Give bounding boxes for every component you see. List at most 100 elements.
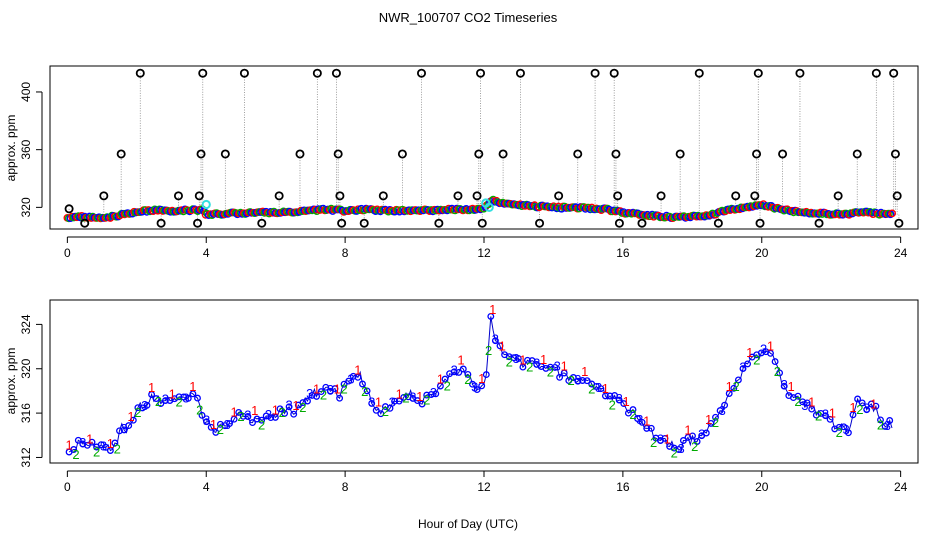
bottom-data-circle [478,382,486,390]
bottom-data-circle [70,446,78,453]
bottom-data-circle [739,365,747,373]
top-cal-point [614,218,624,228]
bottom-marker-label: 1 [602,381,609,396]
top-flag-point [201,199,211,210]
top-cal-point [852,149,862,159]
bottom-marker-label: 1 [354,363,361,378]
bottom-marker-label: 3 [822,407,829,422]
bottom-marker-label: 2 [217,422,224,437]
bottom-marker-label: 3 [409,389,416,404]
bottom-data-circle [482,371,490,379]
bottom-x-tick-label: 20 [755,480,769,494]
bottom-marker-label: 2 [732,379,739,394]
bottom-marker-label: 3 [492,332,499,347]
bottom-marker-label: 3 [863,401,870,416]
top-cal-point [656,191,666,201]
top-cal-point [637,218,647,228]
bottom-data-circle [271,413,279,421]
bottom-data-circle [129,416,137,424]
bottom-data-circle [345,377,353,385]
bottom-data-circle [854,395,862,403]
top-cal-point [193,218,203,228]
bottom-data-circle [427,391,435,398]
bottom-data-circle [74,436,82,444]
bottom-data-circle [689,432,696,440]
bottom-marker-label: 2 [877,417,884,432]
bottom-x-tick-label: 8 [342,480,349,494]
bottom-data-circle [281,409,289,417]
bottom-data-circle [349,372,357,380]
top-cal-point [752,149,762,159]
bottom-marker-label: 3 [327,382,334,397]
bottom-data-circle [377,410,385,418]
bottom-marker-label: 2 [72,447,79,462]
bottom-marker-label: 1 [272,403,279,418]
bottom-data-circle [88,438,96,446]
bottom-marker-label: 2 [836,425,843,440]
bottom-data-circle [120,426,128,434]
bottom-marker-label: 2 [340,382,347,397]
bottom-data-circle [116,427,123,435]
bottom-marker-label: 1 [292,398,299,413]
bottom-data-circle [675,446,683,453]
bottom-marker-label: 1 [726,379,733,394]
bottom-data-circle [877,416,884,424]
bottom-data-circle [450,368,458,376]
bottom-data-circle [496,342,504,350]
bottom-data-circle [601,392,609,400]
bottom-data-circle [597,385,605,393]
top-y-tick-label: 400 [19,82,33,102]
bottom-data-circle [707,419,715,427]
top-cal-point [335,191,345,201]
bottom-data-circle [491,337,499,345]
bottom-data-circle [730,384,738,392]
bottom-data-circle [684,433,692,441]
bottom-data-circle [308,391,316,399]
top-cal-point [196,149,206,159]
top-cal-point [397,149,407,159]
bottom-marker-label: 1 [251,403,258,418]
top-cal-point [337,218,347,228]
bottom-x-tick-label: 12 [477,480,491,494]
bottom-marker-label: 2 [299,400,306,415]
top-cal-point [889,68,899,78]
bottom-marker-label: 2 [774,364,781,379]
bottom-data-circle [634,415,641,422]
bottom-data-circle [551,363,559,371]
bottom-data-circle [207,423,215,431]
bottom-marker-label: 2 [361,384,368,399]
bottom-y-tick-label: 324 [19,314,33,334]
bottom-data-circle [212,428,220,436]
top-cal-point [434,218,444,228]
top-data-point [579,203,588,211]
bottom-marker-label: 2 [856,402,863,417]
top-cal-point [833,191,843,201]
bottom-marker-label: 2 [547,365,554,380]
top-cal-point [694,68,704,78]
bottom-marker-label: 2 [279,405,286,420]
bottom-marker-label: 3 [471,379,478,394]
bottom-marker-label: 1 [107,436,114,451]
bottom-marker-label: 1 [334,382,341,397]
bottom-data-circle [125,422,133,430]
bottom-data-circle [473,386,481,394]
bottom-marker-label: 1 [457,352,464,367]
top-cal-point [99,191,109,201]
bottom-marker-label: 1 [375,395,382,410]
bottom-marker-label: 3 [533,355,540,370]
bottom-marker-label: 2 [650,435,657,450]
bottom-marker-label: 3 [306,386,313,401]
bottom-marker-label: 3 [677,441,684,456]
bottom-data-circle [198,411,206,419]
top-x-tick-label: 4 [203,246,210,260]
top-cal-point [755,218,765,228]
top-flag-point [484,202,494,212]
bottom-marker-label: 3 [554,359,561,374]
bottom-marker-label: 2 [237,409,244,424]
bottom-data-circle [180,393,188,401]
bottom-data-circle [400,393,408,401]
bottom-marker-label: 1 [519,352,526,367]
bottom-marker-label: 2 [629,407,636,422]
bottom-marker-label: 1 [870,396,877,411]
